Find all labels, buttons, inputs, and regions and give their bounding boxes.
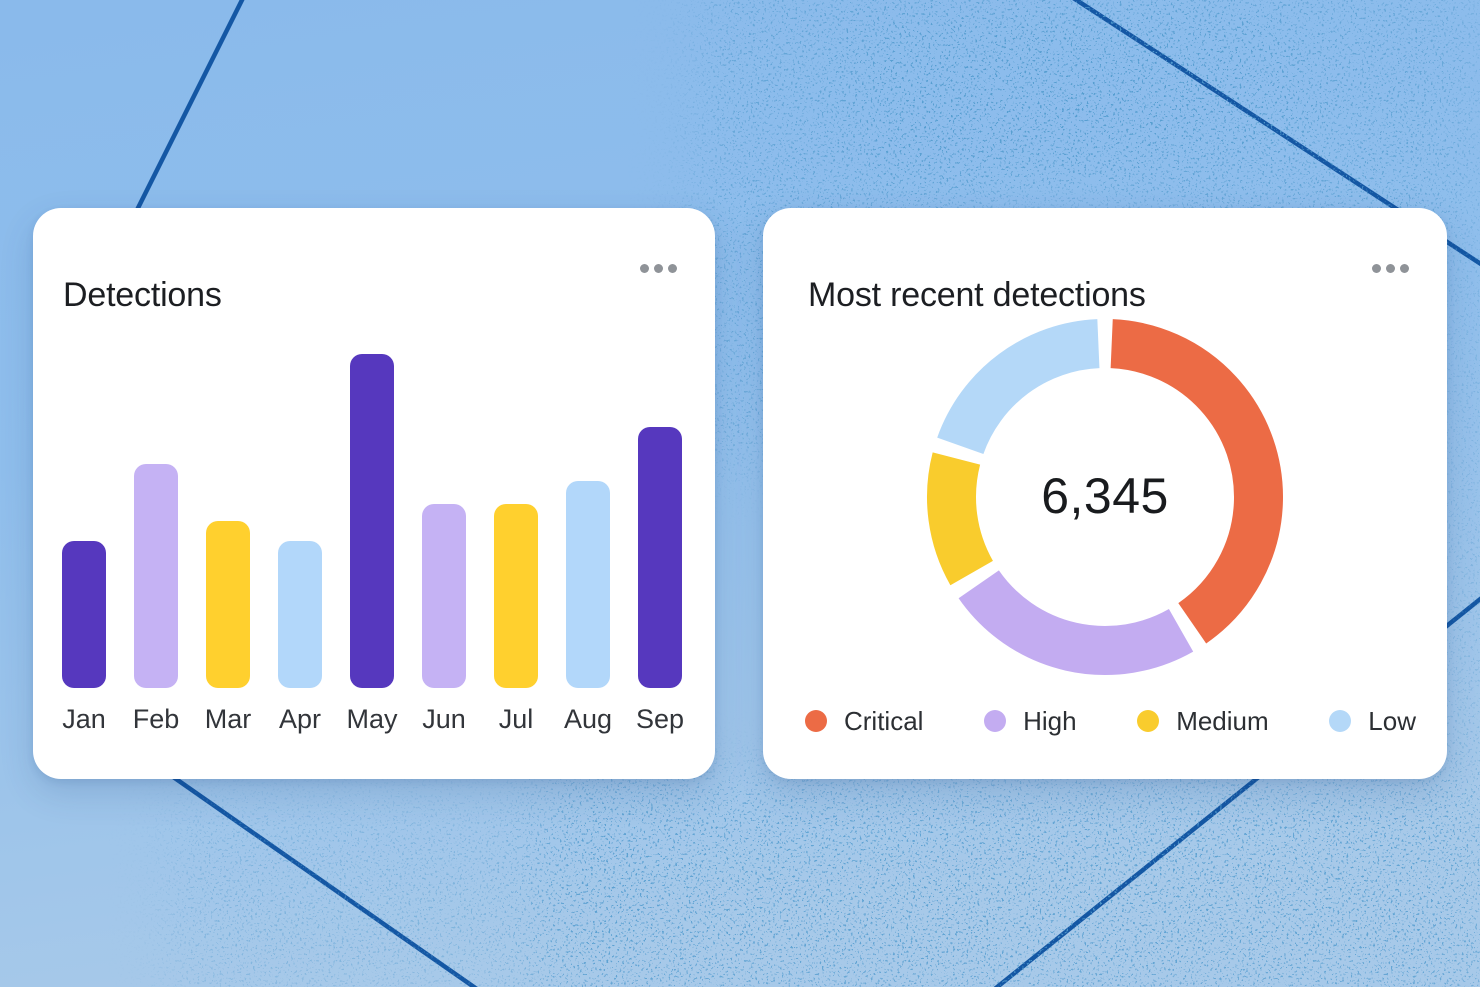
legend-label: Low [1368, 706, 1416, 736]
legend-item-low[interactable]: Low [1329, 705, 1416, 737]
donut-segment-high[interactable] [913, 305, 1297, 689]
most-recent-detections-card: Most recent detections 6,345 Critical Hig… [763, 208, 1447, 779]
x-axis-label: Jun [422, 704, 466, 734]
card-title: Most recent detections [808, 276, 1146, 315]
x-axis-label: Jul [498, 704, 534, 734]
legend-dot-icon [1137, 710, 1160, 732]
ellipsis-icon [1386, 264, 1395, 273]
bar-jul[interactable] [494, 504, 538, 688]
ellipsis-icon [668, 264, 677, 273]
bar-column-apr: Apr [278, 541, 322, 735]
bar-column-jun: Jun [422, 504, 466, 735]
detections-card: Detections Jan Feb Mar Apr May Jun Jul Aug Sep [33, 208, 715, 779]
legend-dot-icon [805, 710, 827, 732]
donut-total-value: 6,345 [1041, 467, 1169, 524]
legend-item-critical[interactable]: Critical [805, 705, 923, 737]
legend-dot-icon [984, 710, 1007, 732]
bar-column-may: May [347, 354, 398, 735]
bar-mar[interactable] [206, 521, 250, 688]
bar-column-mar: Mar [204, 521, 252, 735]
x-axis-label: Apr [278, 704, 322, 734]
bar-apr[interactable] [278, 541, 322, 688]
legend-label: High [1023, 706, 1077, 736]
x-axis-label: Mar [204, 704, 252, 734]
bar-may[interactable] [350, 354, 394, 688]
legend-label: Medium [1176, 706, 1269, 736]
x-axis-label: Sep [635, 704, 685, 734]
legend-label: Critical [844, 706, 924, 736]
x-axis-label: Jan [62, 704, 106, 734]
bar-aug[interactable] [566, 481, 610, 688]
donut-legend: Critical High Medium Low [805, 705, 1416, 737]
donut-chart[interactable] [913, 305, 1297, 689]
ellipsis-icon [1400, 264, 1409, 273]
card-title: Detections [63, 276, 222, 315]
bar-column-feb: Feb [132, 464, 180, 735]
x-axis-label: Aug [563, 704, 613, 734]
bar-jun[interactable] [422, 504, 466, 688]
bar-sep[interactable] [638, 427, 682, 688]
ellipsis-icon [640, 264, 649, 273]
legend-item-medium[interactable]: Medium [1137, 705, 1269, 737]
ellipsis-icon [654, 264, 663, 273]
x-axis-label: Feb [132, 704, 180, 734]
card-menu-button[interactable] [638, 258, 679, 279]
ellipsis-icon [1372, 264, 1381, 273]
bar-column-jul: Jul [494, 504, 538, 735]
bar-column-aug: Aug [563, 481, 613, 735]
bar-jan[interactable] [62, 541, 106, 688]
legend-item-high[interactable]: High [984, 705, 1077, 737]
bar-feb[interactable] [134, 464, 178, 688]
bar-column-sep: Sep [635, 427, 685, 735]
x-axis-label: May [346, 704, 398, 734]
legend-dot-icon [1329, 710, 1352, 732]
bar-chart[interactable]: Jan Feb Mar Apr May Jun Jul Aug Sep [62, 354, 685, 735]
card-menu-button[interactable] [1370, 258, 1411, 279]
bar-column-jan: Jan [62, 541, 106, 735]
